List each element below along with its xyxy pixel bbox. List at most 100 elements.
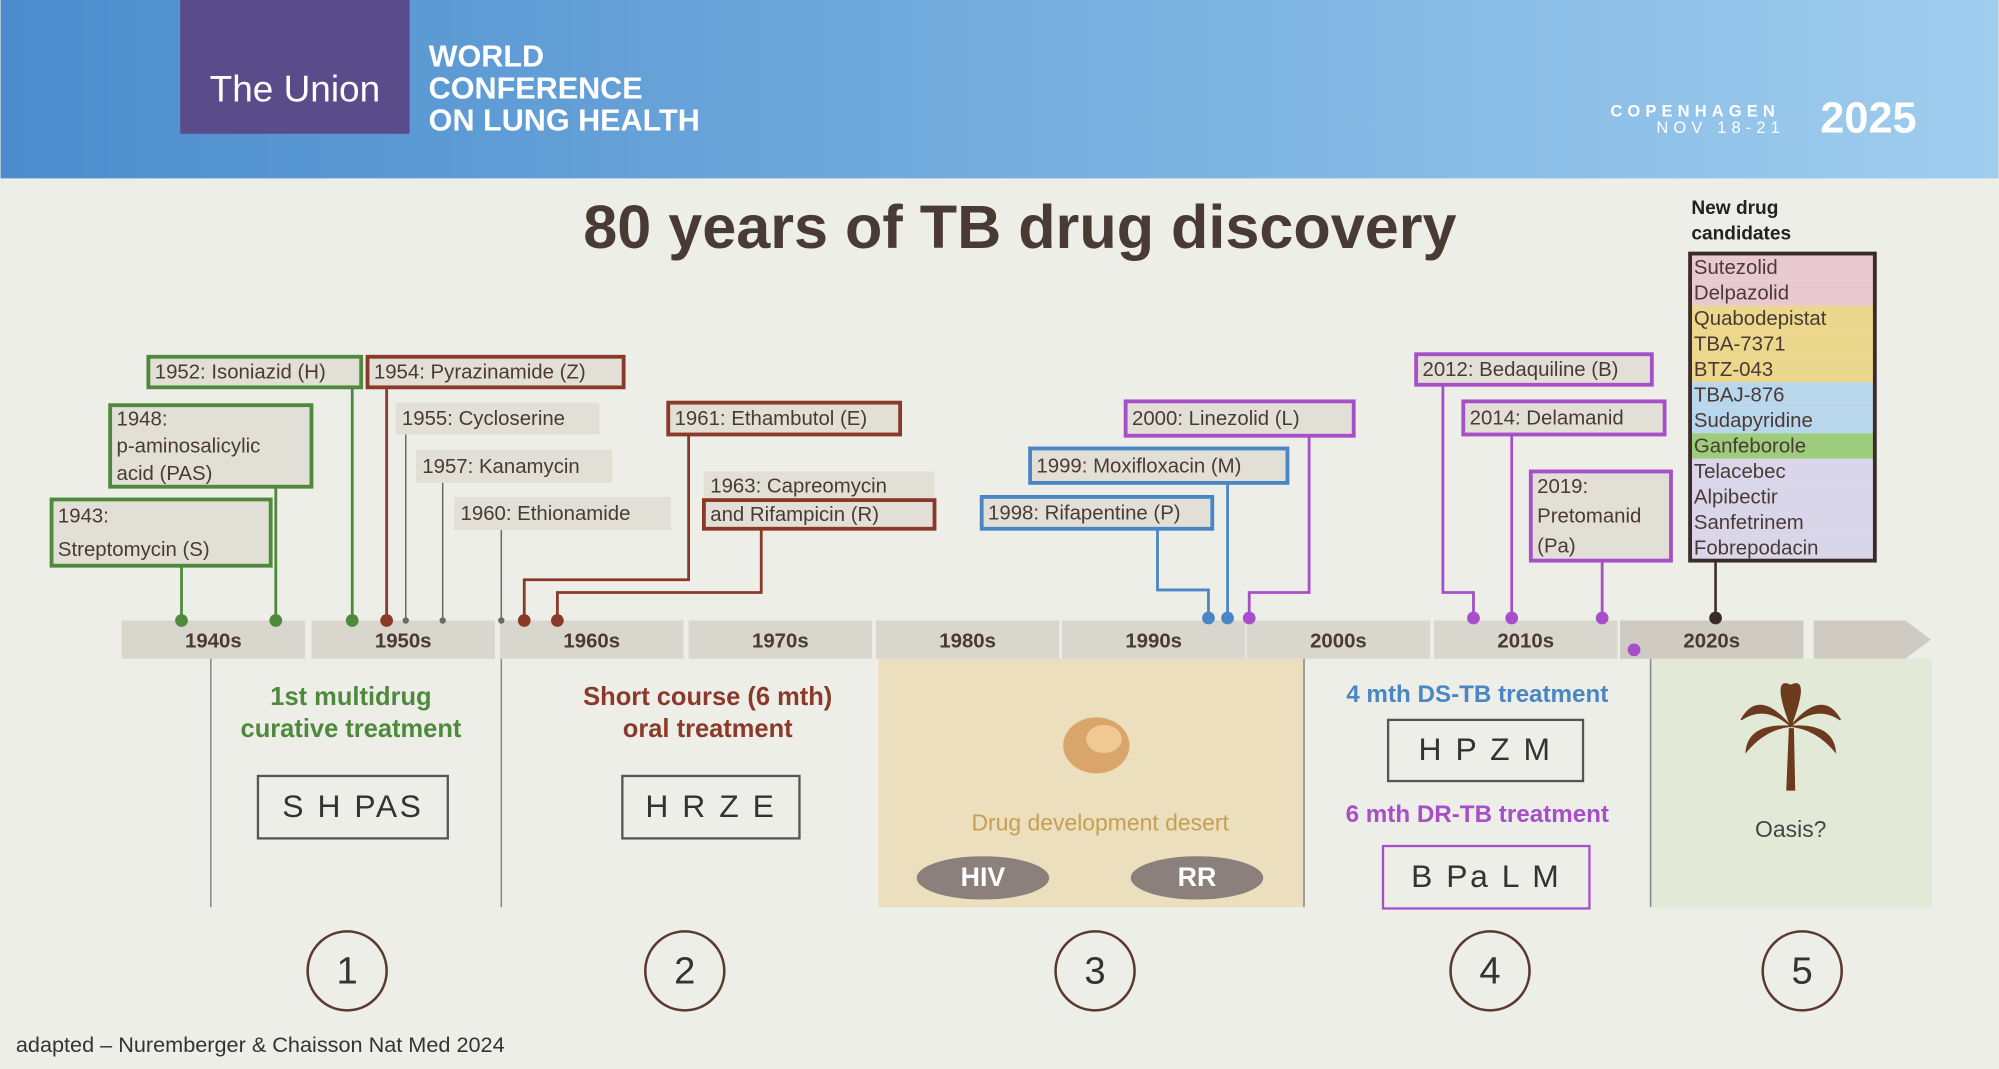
drug-label: p-aminosalicylic	[117, 436, 261, 458]
candidate-row	[1690, 280, 1875, 306]
era-caption: Drug development desert	[971, 809, 1229, 835]
timeline-dot	[380, 614, 394, 627]
drug-box	[1028, 446, 1290, 485]
candidate-label: Telacebec	[1694, 461, 1786, 483]
candidate-row	[1690, 509, 1875, 536]
timeline-dot	[1221, 611, 1234, 625]
connector	[1156, 528, 1210, 618]
era-heading: 6 mth DR-TB treatment	[1346, 801, 1609, 828]
candidate-label: Ganfeborole	[1694, 436, 1806, 458]
regimen: H R Z E	[645, 788, 776, 824]
drug-label: 1999: Moxifloxacin (M)	[1036, 455, 1241, 477]
drug-box	[979, 495, 1215, 531]
drug-box	[395, 402, 600, 435]
conference-name: WORLD	[429, 40, 544, 74]
era-number: 3	[1084, 950, 1105, 993]
decade-label: 2010s	[1497, 631, 1554, 653]
palm-leaf	[1790, 725, 1837, 754]
drug-box	[365, 354, 626, 390]
conference-name: CONFERENCE	[429, 72, 643, 106]
drug-box	[108, 403, 314, 489]
regimen: B Pa L M	[1411, 858, 1561, 894]
drug-box	[666, 400, 903, 437]
era-number-circle	[644, 930, 726, 1012]
timeline-segment	[121, 620, 306, 659]
candidate-row	[1690, 433, 1875, 459]
candidate-label: Delpazolid	[1694, 283, 1789, 305]
timeline-segment	[1433, 620, 1618, 659]
candidate-label: Sutezolid	[1694, 257, 1778, 279]
candidate-row	[1690, 382, 1875, 408]
candidate-label: Sudapyridine	[1694, 410, 1813, 432]
drug-label: 2000: Linezolid (L)	[1132, 408, 1300, 430]
decade-label: 1970s	[752, 631, 809, 653]
drug-label: 1960: Ethionamide	[461, 503, 631, 525]
timeline-dot	[402, 617, 409, 624]
candidate-row	[1690, 458, 1875, 485]
dates: NOV 18-21	[1656, 118, 1785, 137]
candidate-label: Quabodepistat	[1694, 308, 1827, 330]
timeline-dot	[439, 617, 446, 624]
candidate-label: TBA-7371	[1694, 334, 1786, 356]
drug-label: 2014: Delamanid	[1470, 408, 1624, 430]
timeline-dot	[1242, 611, 1256, 625]
era-number: 4	[1479, 950, 1500, 993]
drug-label: and Rifampicin (R)	[710, 504, 879, 526]
tag-pill	[916, 856, 1050, 900]
candidate-label: Sanfetrinem	[1694, 512, 1804, 534]
candidates-heading: candidates	[1691, 223, 1791, 244]
decade-label: 2020s	[1683, 631, 1740, 653]
drug-label: 2019:	[1537, 476, 1588, 498]
decade-label: 1980s	[939, 631, 996, 653]
timeline-dot	[498, 617, 505, 624]
city: COPENHAGEN	[1610, 101, 1780, 120]
era-number: 5	[1792, 950, 1813, 993]
candidates-box	[1688, 251, 1877, 563]
decade-label: 1950s	[375, 631, 432, 653]
timeline-dot	[517, 614, 531, 627]
era-heading: Short course (6 mth)	[583, 683, 832, 711]
drug-label: 1955: Cycloserine	[402, 408, 565, 430]
era-heading: 4 mth DS-TB treatment	[1346, 681, 1608, 708]
regimen-box	[256, 774, 449, 840]
timeline-segment	[688, 620, 873, 659]
footer: adapted – Nuremberger & Chaisson Nat Med…	[16, 1032, 505, 1057]
drug-label: 1998: Rifapentine (P)	[988, 503, 1181, 525]
candidate-row	[1690, 407, 1875, 434]
era-number: 2	[674, 950, 695, 993]
era-heading: 1st multidrug	[270, 683, 431, 711]
tag-label: HIV	[961, 862, 1006, 892]
drug-label: 1948:	[117, 408, 168, 430]
timeline-segment	[500, 620, 684, 659]
drug-label: 1963: Capreomycin	[710, 475, 887, 497]
timeline-dot	[1505, 611, 1519, 625]
palm-leaf	[1745, 725, 1791, 754]
decade-label: 1990s	[1125, 631, 1182, 653]
drug-label: 1957: Kanamycin	[422, 456, 579, 478]
era-number-circle	[1449, 930, 1531, 1012]
drug-box-highlight	[701, 498, 937, 531]
tag-pill	[1130, 856, 1264, 900]
timeline-dot	[345, 614, 359, 627]
timeline-dot	[1709, 611, 1722, 625]
candidate-row	[1690, 305, 1875, 332]
candidates-heading: New drug	[1691, 198, 1778, 219]
tag-label: RR	[1178, 862, 1217, 892]
organization: The Union	[210, 69, 380, 110]
timeline-dot	[175, 614, 188, 627]
year: 2025	[1820, 94, 1916, 142]
candidate-row	[1690, 331, 1875, 357]
connector	[1247, 435, 1311, 618]
drug-box	[146, 354, 364, 390]
timeline-dot	[1627, 643, 1641, 657]
candidate-label: BTZ-043	[1694, 359, 1773, 381]
drug-label: 1943:	[58, 506, 109, 528]
title: 80 years of TB drug discovery	[583, 193, 1456, 261]
drug-label: 1961: Ethambutol (E)	[675, 408, 868, 430]
drug-label: 1954: Pyrazinamide (Z)	[374, 362, 586, 384]
era-number-circle	[1761, 930, 1843, 1012]
candidate-row	[1690, 254, 1875, 281]
drug-label: 2012: Bedaquiline (B)	[1423, 359, 1619, 381]
